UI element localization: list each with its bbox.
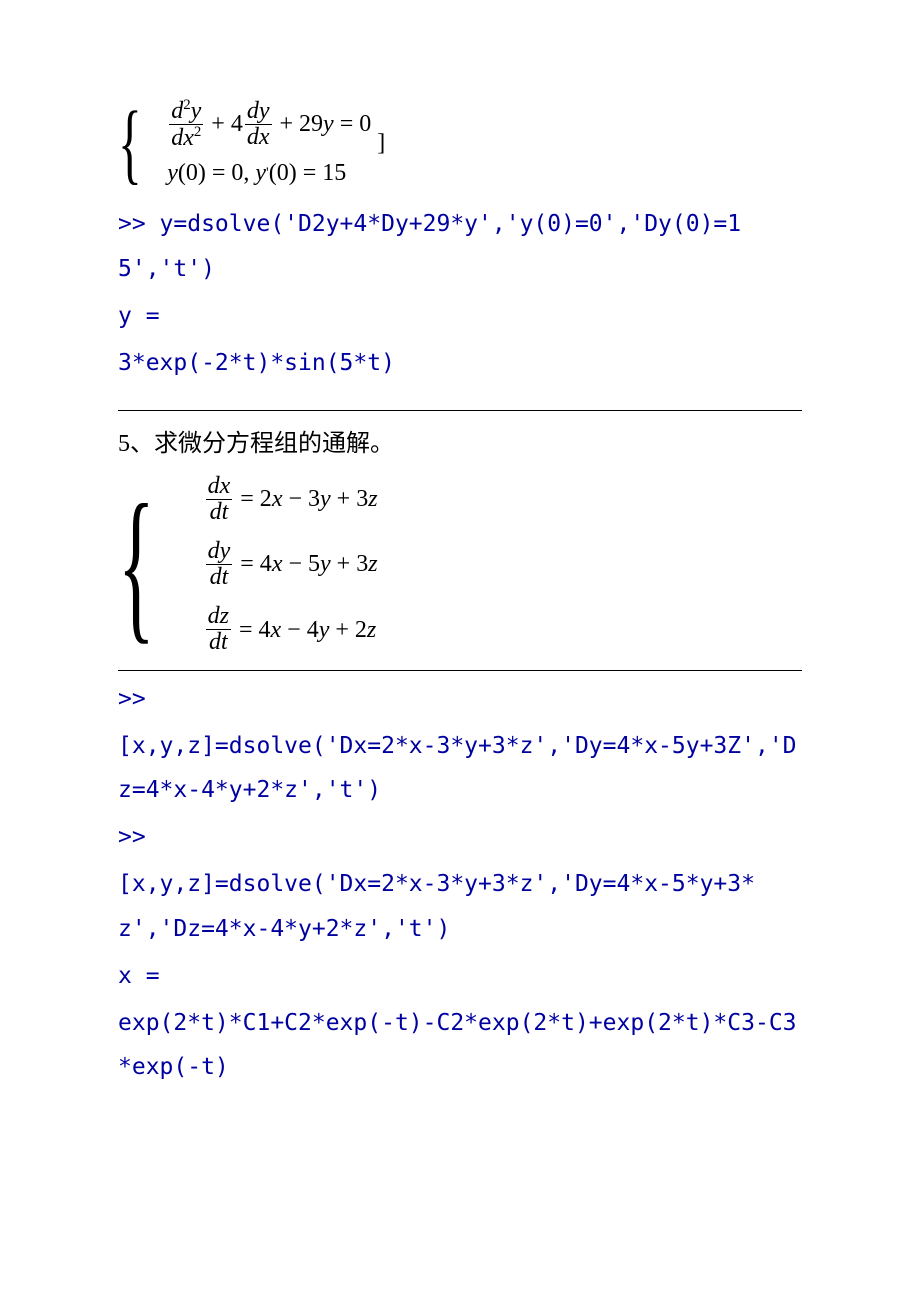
trailing-bracket: ] [377, 129, 385, 158]
code-line: x = [118, 954, 802, 999]
fraction: d2y dx2 [169, 98, 203, 151]
code-line: exp(2*t)*C1+C2*exp(-t)-C2*exp(2*t)+exp(2… [118, 1001, 802, 1091]
fraction: dxdt [206, 474, 233, 525]
cases-2: dxdt = 2x − 3y + 3z dydt = 4x − 5y + 3z … [204, 474, 378, 656]
left-brace-icon: { [118, 103, 142, 184]
horizontal-rule [118, 670, 802, 671]
code-line: [x,y,z]=dsolve('Dx=2*x-3*y+3*z','Dy=4*x-… [118, 724, 802, 814]
code-line: >> y=dsolve('D2y+4*Dy+29*y','y(0)=0','Dy… [118, 202, 802, 292]
code-line: >> [118, 815, 802, 860]
fraction: dzdt [206, 604, 231, 655]
code-line: [x,y,z]=dsolve('Dx=2*x-3*y+3*z','Dy=4*x-… [118, 862, 802, 952]
equation-row: dzdt = 4x − 4y + 2z [204, 604, 378, 655]
code-line: y = [118, 294, 802, 339]
equation-row: y(0) = 0, y'(0) = 15 [167, 159, 371, 188]
equation-system-2: { dxdt = 2x − 3y + 3z dydt = 4x − 5y + 3… [118, 474, 802, 656]
fraction: dy dx [245, 99, 272, 150]
code-line: 3*exp(-2*t)*sin(5*t) [118, 341, 802, 386]
equation-row: dydt = 4x − 5y + 3z [204, 539, 378, 590]
left-brace-icon: { [118, 488, 155, 641]
horizontal-rule [118, 410, 802, 411]
equation-row: d2y dx2 + 4 dy dx + 29y = 0 [167, 98, 371, 151]
document-page: { d2y dx2 + 4 dy dx + 29y = 0 y(0) = 0, … [0, 0, 920, 1302]
code-line: >> [118, 677, 802, 722]
equation-system-1: { d2y dx2 + 4 dy dx + 29y = 0 y(0) = 0, … [118, 98, 802, 188]
equation-row: dxdt = 2x − 3y + 3z [204, 474, 378, 525]
cases-1: d2y dx2 + 4 dy dx + 29y = 0 y(0) = 0, y'… [167, 98, 371, 188]
problem-title: 5、求微分方程组的通解。 [118, 423, 802, 458]
fraction: dydt [206, 539, 233, 590]
